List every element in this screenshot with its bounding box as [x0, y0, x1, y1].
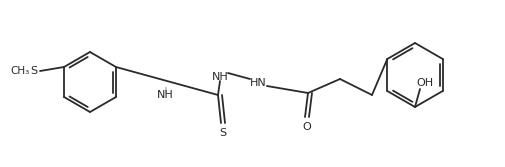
Text: CH₃: CH₃: [11, 66, 30, 76]
Text: NH: NH: [157, 90, 173, 100]
Text: O: O: [302, 122, 312, 132]
Text: S: S: [30, 66, 37, 76]
Text: NH: NH: [212, 72, 228, 82]
Text: S: S: [220, 128, 227, 138]
Text: |: |: [164, 86, 166, 92]
Text: OH: OH: [417, 78, 434, 88]
Text: HN: HN: [249, 78, 266, 88]
